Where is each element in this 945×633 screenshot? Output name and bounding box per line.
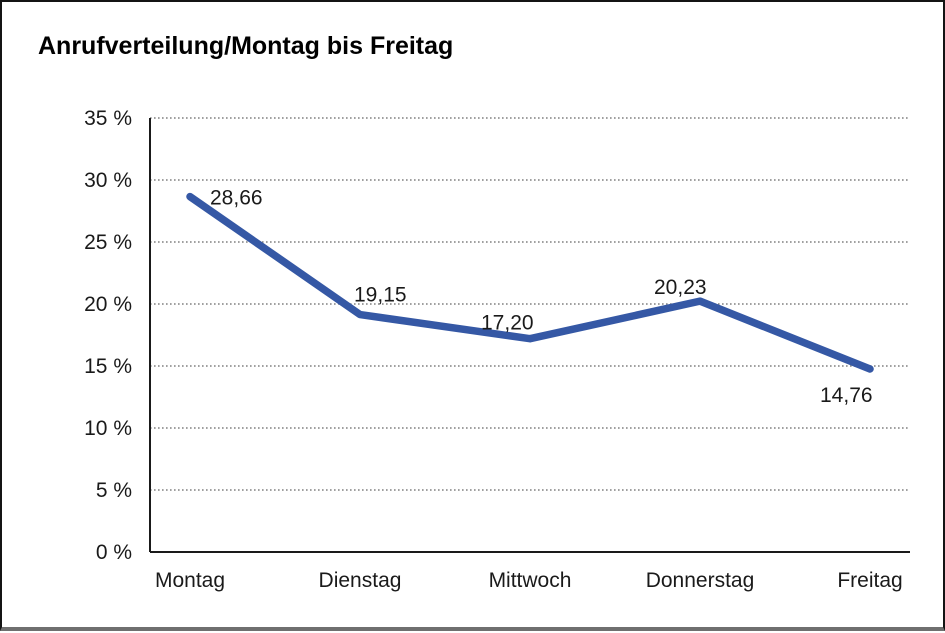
y-tick-label: 10 % xyxy=(84,417,132,440)
y-tick-label: 30 % xyxy=(84,169,132,192)
category-label: Mittwoch xyxy=(489,569,572,592)
y-tick-label: 25 % xyxy=(84,231,132,254)
y-tick-label: 0 % xyxy=(96,541,132,564)
data-value-label: 19,15 xyxy=(354,284,407,307)
chart-title: Anrufverteilung/Montag bis Freitag xyxy=(38,32,454,60)
y-tick-label: 15 % xyxy=(84,355,132,378)
y-tick-label: 5 % xyxy=(96,479,132,502)
data-value-label: 14,76 xyxy=(820,384,873,407)
category-label: Donnerstag xyxy=(646,569,755,592)
y-tick-label: 20 % xyxy=(84,293,132,316)
data-value-label: 20,23 xyxy=(654,276,707,299)
data-series-line xyxy=(186,192,874,373)
data-value-label: 17,20 xyxy=(481,312,534,335)
y-tick-label: 35 % xyxy=(84,107,132,130)
category-label: Montag xyxy=(155,569,225,592)
data-value-label: 28,66 xyxy=(210,187,263,210)
category-label: Dienstag xyxy=(319,569,402,592)
category-label: Freitag xyxy=(837,569,902,592)
